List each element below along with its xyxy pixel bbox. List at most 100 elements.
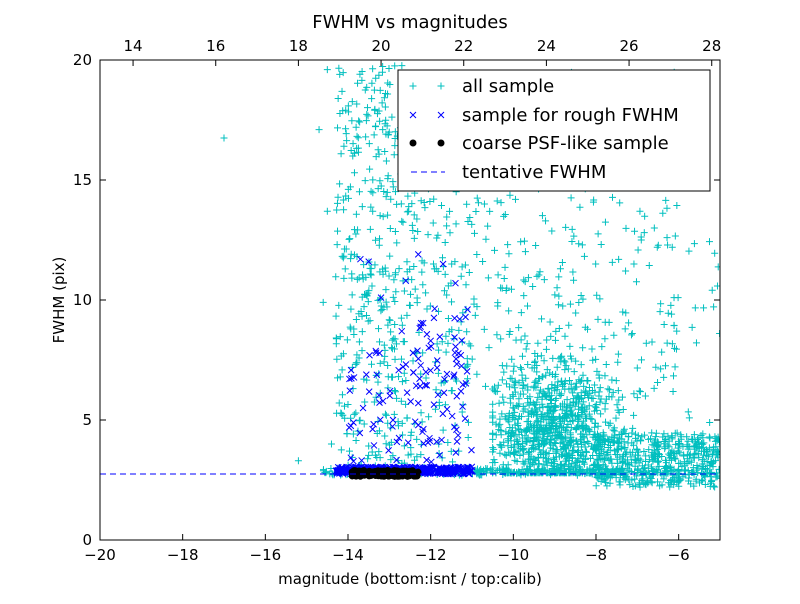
data-point (533, 417, 541, 425)
data-point (633, 394, 641, 402)
data-point (336, 70, 344, 78)
data-point (352, 409, 360, 417)
data-point (459, 309, 467, 317)
data-point (566, 401, 574, 409)
data-point (412, 382, 420, 390)
data-point (550, 403, 558, 411)
data-point (707, 479, 715, 487)
data-point (575, 298, 583, 306)
data-point (337, 446, 345, 454)
data-point (345, 424, 353, 431)
data-point (694, 450, 702, 458)
data-point (395, 265, 403, 273)
legend-label: sample for rough FWHM (462, 105, 679, 126)
data-point (458, 362, 465, 370)
data-point (632, 456, 640, 464)
data-point (353, 275, 361, 283)
data-point (665, 443, 673, 451)
data-point (602, 465, 610, 473)
data-point (522, 438, 530, 446)
legend-swatch (437, 82, 445, 90)
data-point (461, 465, 469, 473)
data-point (660, 373, 668, 381)
data-point (367, 271, 375, 279)
data-point (578, 403, 586, 411)
data-point (671, 232, 679, 240)
data-point (624, 432, 632, 440)
y-axis-label: FWHM (pix) (50, 257, 68, 344)
data-point (574, 448, 582, 456)
data-point (702, 445, 710, 453)
data-point (570, 232, 578, 240)
data-point (539, 430, 547, 438)
data-point (427, 337, 435, 345)
data-point (413, 435, 421, 443)
data-point (493, 197, 501, 205)
data-point (519, 458, 527, 466)
data-point (605, 318, 613, 326)
data-point (583, 466, 591, 474)
data-point (575, 394, 583, 402)
data-point (358, 76, 366, 84)
data-point (381, 432, 389, 440)
data-point (336, 180, 344, 188)
data-point (367, 187, 375, 195)
data-point (569, 447, 577, 455)
data-point (610, 424, 618, 432)
data-point (616, 478, 624, 486)
data-point (432, 386, 440, 394)
data-point (464, 306, 471, 313)
data-point (348, 363, 356, 371)
data-point (592, 355, 600, 363)
data-point (543, 336, 551, 344)
data-point (498, 376, 506, 384)
data-point (635, 387, 643, 395)
data-point (602, 360, 610, 368)
data-point (616, 199, 624, 207)
data-point (453, 426, 460, 434)
data-point (456, 315, 463, 323)
data-point (468, 355, 476, 363)
data-point (430, 314, 438, 322)
data-point (675, 482, 683, 490)
data-point (350, 457, 357, 465)
data-point (661, 445, 669, 453)
data-point (627, 453, 635, 461)
data-point (685, 414, 693, 422)
data-point (505, 307, 513, 315)
data-point (380, 341, 388, 349)
data-point (333, 199, 341, 207)
data-point (515, 395, 523, 403)
data-point (556, 432, 564, 440)
data-point (663, 465, 671, 473)
data-point (349, 140, 357, 148)
data-point (588, 415, 596, 423)
data-point (395, 366, 402, 374)
data-point (540, 461, 548, 469)
data-point (347, 250, 355, 258)
data-point (334, 227, 342, 235)
data-point (446, 229, 454, 237)
data-point (408, 200, 416, 208)
data-point (398, 378, 406, 386)
data-point (354, 144, 362, 152)
data-point (429, 219, 437, 227)
data-point (660, 430, 668, 438)
data-point (474, 199, 482, 207)
data-point (626, 461, 634, 469)
data-point (715, 465, 720, 473)
data-point (567, 433, 575, 441)
data-point (338, 464, 346, 472)
data-point (388, 336, 396, 344)
data-point (411, 418, 419, 426)
data-point (448, 412, 456, 420)
data-point (533, 362, 541, 370)
data-point (365, 388, 373, 396)
data-point (395, 434, 403, 442)
data-point (654, 450, 662, 458)
data-point (567, 194, 575, 202)
data-point (443, 291, 451, 299)
data-point (663, 234, 671, 242)
data-point (433, 340, 441, 348)
data-point (589, 467, 597, 475)
